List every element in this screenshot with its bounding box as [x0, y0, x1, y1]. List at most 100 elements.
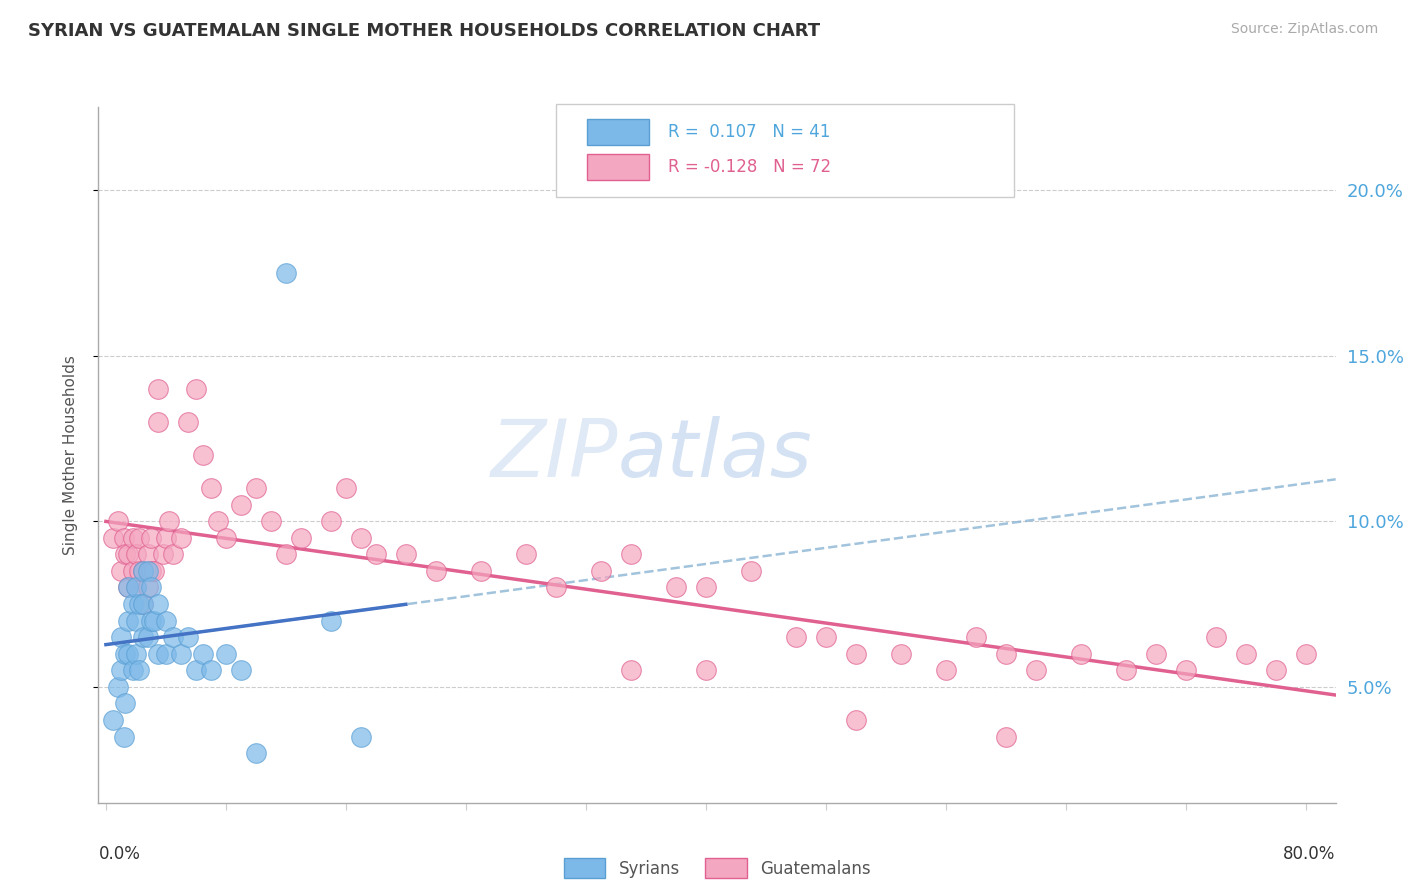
Point: [470, 564, 492, 578]
Point: [319, 614, 342, 628]
Point: [125, 614, 148, 628]
Point: [122, 564, 145, 578]
Point: [110, 564, 132, 578]
Point: [1070, 647, 1092, 661]
Point: [207, 514, 229, 528]
Point: [122, 531, 145, 545]
Point: [184, 382, 207, 396]
Point: [193, 448, 215, 462]
Point: [1144, 647, 1167, 661]
Point: [245, 481, 267, 495]
Point: [1205, 630, 1227, 644]
Point: [215, 531, 238, 545]
Point: [162, 630, 184, 644]
Point: [274, 266, 297, 280]
Point: [117, 614, 139, 628]
Text: atlas: atlas: [619, 416, 813, 494]
Y-axis label: Single Mother Households: Single Mother Households: [63, 355, 77, 555]
Point: [132, 630, 155, 644]
FancyBboxPatch shape: [588, 119, 650, 145]
Point: [155, 614, 177, 628]
Point: [1264, 663, 1286, 677]
Point: [890, 647, 912, 661]
Text: 80.0%: 80.0%: [1284, 845, 1336, 863]
Point: [128, 663, 150, 677]
Point: [170, 531, 193, 545]
Point: [695, 581, 717, 595]
Point: [155, 647, 177, 661]
Point: [1174, 663, 1197, 677]
Point: [117, 647, 139, 661]
Point: [935, 663, 957, 677]
Point: [350, 730, 373, 744]
Point: [139, 614, 162, 628]
Point: [665, 581, 688, 595]
Point: [845, 713, 868, 727]
Point: [125, 581, 148, 595]
Point: [148, 597, 170, 611]
Point: [994, 730, 1017, 744]
Point: [128, 531, 150, 545]
Point: [740, 564, 762, 578]
Point: [103, 531, 125, 545]
Point: [785, 630, 807, 644]
Text: Source: ZipAtlas.com: Source: ZipAtlas.com: [1230, 22, 1378, 37]
Text: R =  0.107   N = 41: R = 0.107 N = 41: [668, 123, 830, 141]
Text: R = -0.128   N = 72: R = -0.128 N = 72: [668, 158, 831, 176]
Point: [148, 382, 170, 396]
Point: [114, 647, 136, 661]
Point: [1295, 647, 1317, 661]
Point: [139, 564, 162, 578]
Point: [117, 581, 139, 595]
Point: [1115, 663, 1137, 677]
FancyBboxPatch shape: [557, 103, 1014, 197]
Point: [107, 514, 129, 528]
Point: [229, 663, 252, 677]
Point: [1025, 663, 1047, 677]
Point: [395, 547, 418, 561]
Point: [139, 531, 162, 545]
Point: [335, 481, 357, 495]
Point: [620, 663, 643, 677]
Point: [128, 564, 150, 578]
Point: [274, 547, 297, 561]
Point: [290, 531, 312, 545]
Point: [107, 680, 129, 694]
Point: [170, 647, 193, 661]
Text: SYRIAN VS GUATEMALAN SINGLE MOTHER HOUSEHOLDS CORRELATION CHART: SYRIAN VS GUATEMALAN SINGLE MOTHER HOUSE…: [28, 22, 820, 40]
Point: [184, 663, 207, 677]
Point: [114, 547, 136, 561]
Point: [152, 547, 174, 561]
Point: [162, 547, 184, 561]
Point: [814, 630, 837, 644]
Point: [139, 581, 162, 595]
Point: [112, 730, 135, 744]
Point: [193, 647, 215, 661]
Legend: Syrians, Guatemalans: Syrians, Guatemalans: [557, 851, 877, 885]
Point: [142, 564, 165, 578]
Point: [515, 547, 537, 561]
Point: [200, 481, 222, 495]
Point: [695, 663, 717, 677]
Point: [142, 614, 165, 628]
Point: [125, 581, 148, 595]
Point: [148, 647, 170, 661]
Point: [148, 415, 170, 429]
Point: [132, 597, 155, 611]
Point: [112, 531, 135, 545]
Point: [245, 746, 267, 760]
Point: [128, 597, 150, 611]
Point: [132, 564, 155, 578]
Point: [215, 647, 238, 661]
Point: [114, 697, 136, 711]
Point: [136, 581, 159, 595]
Point: [132, 597, 155, 611]
Text: 0.0%: 0.0%: [98, 845, 141, 863]
Point: [177, 415, 200, 429]
Point: [177, 630, 200, 644]
Point: [1234, 647, 1257, 661]
Point: [117, 547, 139, 561]
FancyBboxPatch shape: [588, 153, 650, 180]
Point: [125, 547, 148, 561]
Point: [125, 647, 148, 661]
